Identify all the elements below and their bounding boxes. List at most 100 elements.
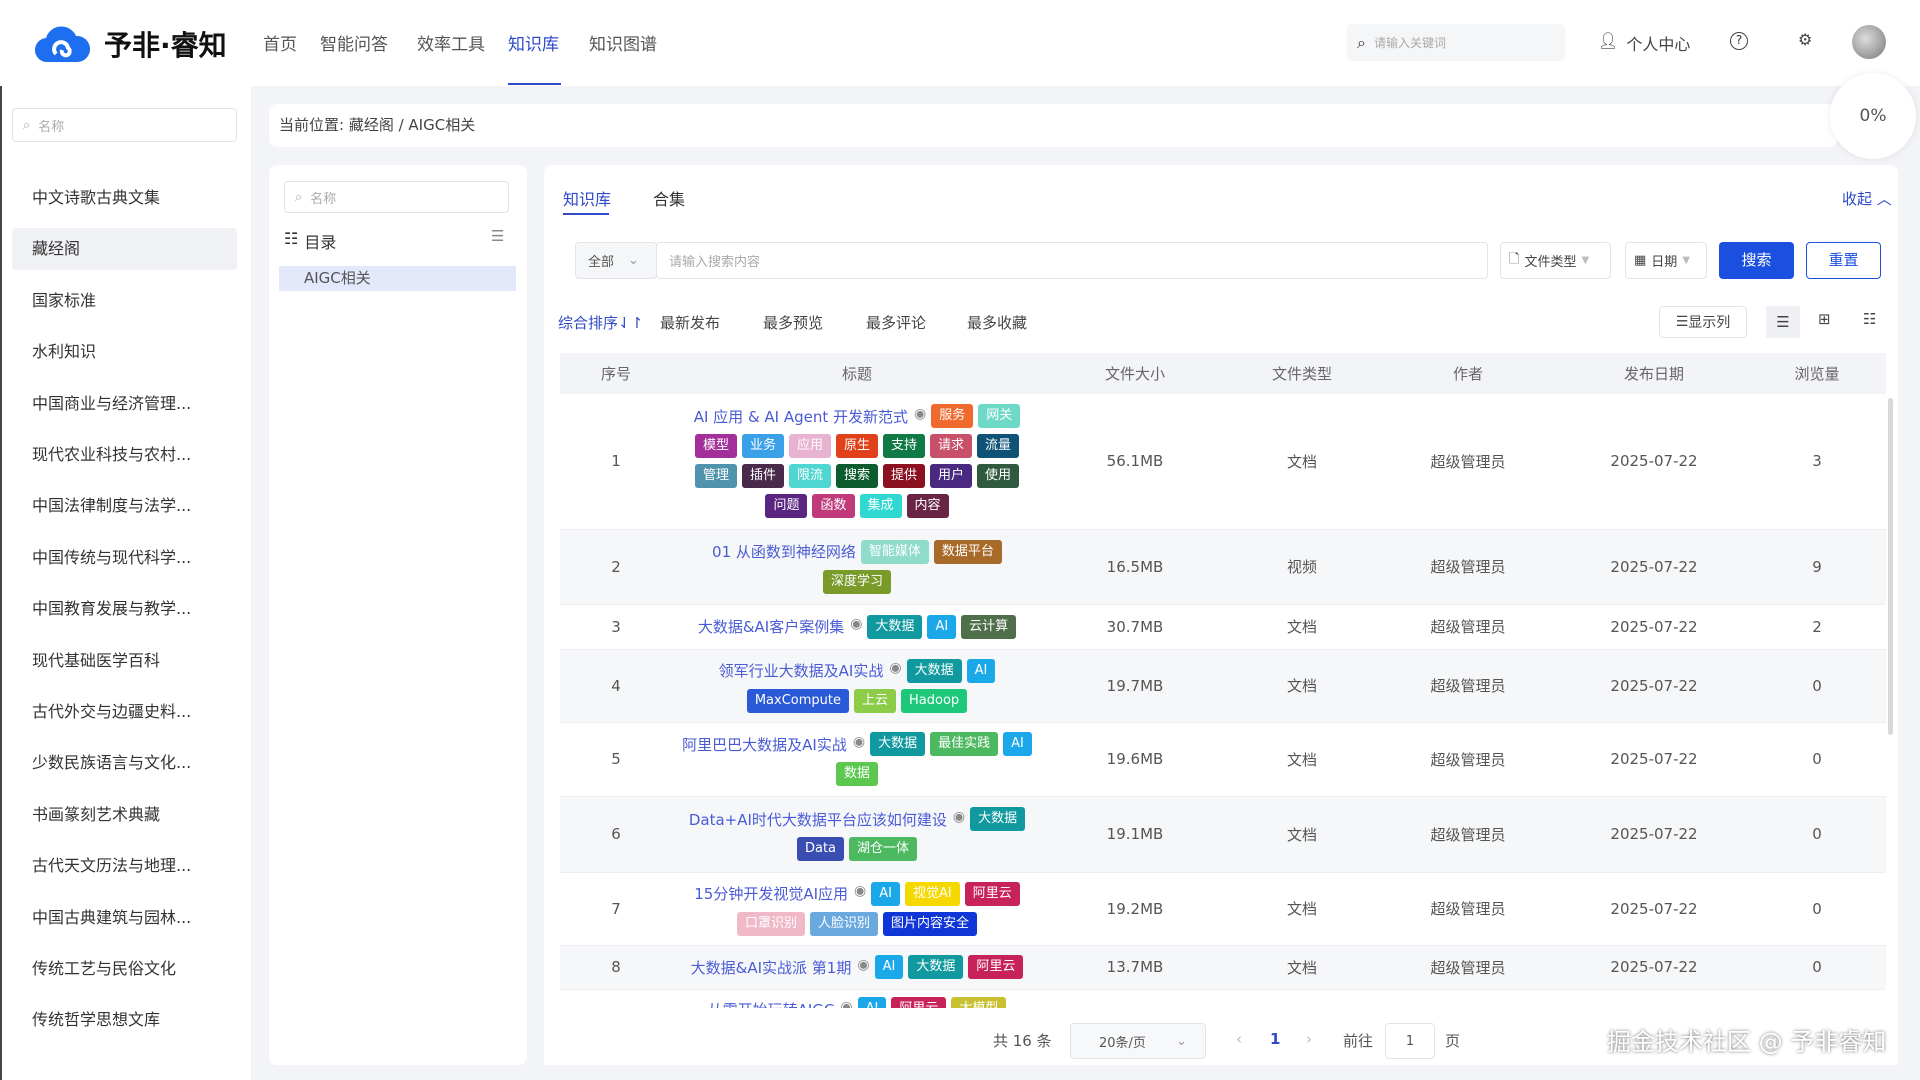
sidebar-item[interactable]: 中国传统与现代科学... — [32, 547, 192, 567]
sidebar-item[interactable]: 藏经阁 — [12, 228, 237, 271]
collapse-button[interactable]: 收起 ︿ — [1842, 190, 1892, 208]
tag[interactable]: 应用 — [788, 434, 831, 459]
catalog-search-input[interactable]: ⌕ 名称 — [284, 181, 509, 213]
settings-icon[interactable]: ⚙ — [1798, 30, 1813, 49]
columns-button[interactable]: ☰ 显示列 — [1659, 306, 1747, 338]
document-title-link[interactable]: 大数据&AI客户案例集 — [697, 618, 845, 636]
tag[interactable]: 云计算 — [961, 614, 1017, 639]
document-title-link[interactable]: AI 应用 & AI Agent 开发新范式 — [693, 407, 909, 426]
tag[interactable]: 流量 — [977, 434, 1020, 459]
sidebar-item[interactable]: 传统工艺与民俗文化 — [32, 959, 177, 978]
sidebar-item[interactable]: 中国商业与经济管理... — [32, 393, 192, 413]
tag[interactable]: 限流 — [788, 464, 831, 489]
column-header[interactable]: 浏览量 — [1748, 353, 1886, 394]
tag[interactable]: Data — [796, 837, 845, 861]
header-search-input[interactable]: ⌕ 请输入关键词 — [1347, 24, 1565, 61]
column-header[interactable]: 发布日期 — [1560, 353, 1748, 394]
nav-knowledge-base[interactable]: 知识库 — [508, 35, 559, 55]
avatar[interactable] — [1852, 25, 1886, 59]
nav-home[interactable]: 首页 — [263, 35, 297, 55]
tag[interactable]: 业务 — [741, 434, 784, 459]
sort-comprehensive[interactable]: 综合排序⇃↾ — [558, 312, 643, 333]
table-row[interactable]: 8 大数据&AI实战派 第1期 ◉ AI 大数据 阿里云 13.7MB 文档 超级管理员 2025… — [560, 945, 1886, 990]
tag[interactable]: 智能媒体 — [860, 539, 929, 564]
eye-icon[interactable]: ◉ — [889, 660, 902, 676]
column-header[interactable]: 标题 — [672, 353, 1042, 394]
tag[interactable]: AI — [966, 658, 996, 683]
sort-latest[interactable]: 最新发布 — [660, 314, 721, 332]
expand-collapse-icon[interactable]: ☰ — [491, 227, 505, 245]
sidebar-item[interactable]: 古代外交与边疆史料... — [32, 702, 192, 721]
tag[interactable]: 深度学习 — [822, 569, 891, 594]
sidebar-item[interactable]: 水利知识 — [32, 342, 97, 362]
tag[interactable]: 阿里云 — [968, 955, 1024, 979]
tag[interactable]: 最佳实践 — [930, 732, 999, 756]
list-view-icon[interactable]: ☰ — [1766, 306, 1800, 338]
tag[interactable]: AI — [1003, 732, 1032, 756]
tag[interactable]: 搜索 — [835, 464, 878, 489]
eye-icon[interactable]: ◉ — [850, 616, 863, 632]
sort-most-commented[interactable]: 最多评论 — [866, 314, 927, 332]
search-button[interactable]: 搜索 — [1719, 242, 1794, 279]
tag[interactable]: 人脸识别 — [809, 911, 878, 936]
sidebar-item[interactable]: 中国古典建筑与园林... — [32, 907, 192, 927]
file-type-select[interactable]: 🗋 文件类型 ▼ — [1500, 242, 1611, 279]
table-row[interactable]: 3 大数据&AI客户案例集 ◉ 大数据 AI 云计算 30.7MB 文档 超级管理员 2025-0… — [560, 604, 1886, 650]
document-title-link[interactable]: 01 从函数到神经网络 — [712, 543, 856, 561]
tag[interactable]: 支持 — [883, 434, 926, 459]
tag[interactable]: 数据 — [835, 762, 878, 786]
tag[interactable]: MaxCompute — [746, 688, 849, 713]
tab-collections[interactable]: 合集 — [653, 190, 686, 209]
column-header[interactable]: 序号 — [560, 353, 672, 394]
tag[interactable]: 问题 — [765, 494, 808, 519]
document-title-link[interactable]: Data+AI时代大数据平台应该如何建设 — [688, 810, 947, 829]
tag[interactable]: 大数据 — [970, 807, 1026, 831]
user-center-link[interactable]: 👤︎ 个人中心 — [1598, 31, 1690, 55]
table-scrollbar[interactable] — [1888, 398, 1893, 735]
tag[interactable]: 大数据 — [906, 658, 962, 683]
tag[interactable]: 大数据 — [870, 732, 926, 756]
sidebar-item[interactable]: 传统哲学思想文库 — [32, 1010, 161, 1030]
next-page-icon[interactable]: › — [1306, 1030, 1312, 1048]
sort-most-favorited[interactable]: 最多收藏 — [967, 314, 1028, 332]
sort-most-viewed[interactable]: 最多预览 — [763, 314, 824, 332]
sidebar-item[interactable]: 古代天文历法与地理... — [32, 856, 192, 876]
tag[interactable]: AI — [927, 614, 957, 639]
sidebar-item[interactable]: 现代基础医学百科 — [32, 650, 161, 670]
nav-qa[interactable]: 智能问答 — [320, 35, 388, 55]
table-row[interactable]: 4 领军行业大数据及AI实战 ◉ 大数据 AI MaxCompute 上云 Hadoop 19.… — [560, 649, 1886, 723]
sidebar-item[interactable]: 书画篆刻艺术典藏 — [32, 804, 161, 824]
eye-icon[interactable]: ◉ — [914, 405, 927, 422]
sidebar-item[interactable]: 现代农业科技与农村... — [32, 445, 192, 464]
table-row[interactable]: 1 AI 应用 & AI Agent 开发新范式 ◉ 服务 网关 模型 业务 应用 原生 支持 请求… — [560, 394, 1886, 530]
table-row[interactable]: 2 01 从函数到神经网络 智能媒体 数据平台 深度学习 16.5MB 视频 超级管理员 202… — [560, 529, 1886, 605]
sidebar-item[interactable]: 中国法律制度与法学... — [32, 496, 192, 516]
tag[interactable]: 口罩识别 — [736, 911, 805, 936]
content-search-input[interactable]: 请输入搜索内容 — [656, 242, 1488, 279]
sidebar-item[interactable]: 少数民族语言与文化... — [32, 753, 192, 773]
column-header[interactable]: 文件类型 — [1228, 353, 1376, 394]
tag[interactable]: 插件 — [741, 464, 784, 489]
tag[interactable]: 请求 — [930, 434, 973, 459]
eye-icon[interactable]: ◉ — [857, 956, 870, 973]
tag[interactable]: 图片内容安全 — [883, 911, 978, 936]
tag[interactable]: 提供 — [883, 464, 926, 489]
sidebar-item[interactable]: 中国教育发展与教学... — [32, 599, 192, 619]
tag[interactable]: 湖仓一体 — [849, 837, 918, 861]
tag[interactable]: 数据平台 — [933, 539, 1002, 564]
nav-tools[interactable]: 效率工具 — [417, 35, 485, 55]
tag[interactable]: 服务 — [931, 404, 974, 429]
tag[interactable]: 集成 — [859, 494, 902, 519]
tag[interactable]: 函数 — [812, 494, 855, 519]
sidebar-item[interactable]: 中文诗歌古典文集 — [32, 188, 161, 207]
tag[interactable]: 网关 — [978, 404, 1021, 429]
nav-knowledge-graph[interactable]: 知识图谱 — [589, 35, 657, 55]
tag[interactable]: AI — [871, 881, 900, 906]
tag[interactable]: 原生 — [835, 434, 878, 459]
scope-select[interactable]: 全部 ⌄ — [575, 242, 657, 279]
tag[interactable]: 上云 — [854, 688, 897, 713]
tag[interactable]: 模型 — [694, 434, 737, 459]
document-title-link[interactable]: 阿里巴巴大数据及AI实战 — [682, 735, 847, 754]
page-size-select[interactable]: 20条/页 ⌄ — [1070, 1023, 1206, 1059]
sidebar-search-input[interactable]: ⌕ 名称 — [12, 108, 237, 142]
